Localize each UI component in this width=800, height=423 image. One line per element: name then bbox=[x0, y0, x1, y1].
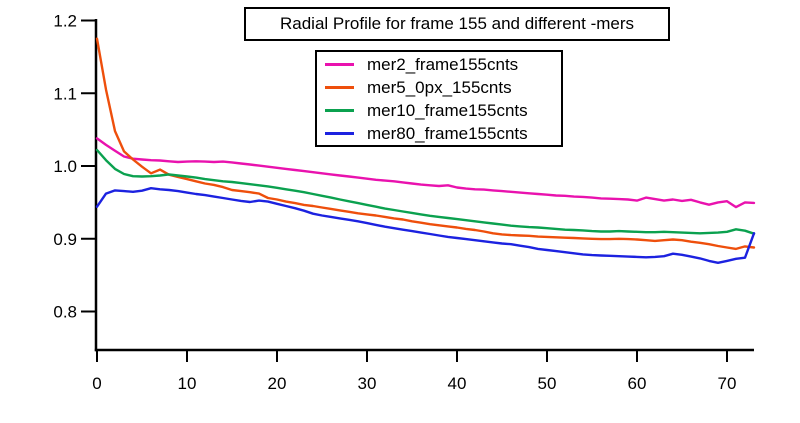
series-line-mer5_0px_155cnts bbox=[95, 37, 756, 251]
legend-swatch-mer5 bbox=[325, 85, 354, 89]
legend-swatch-mer80 bbox=[325, 131, 354, 135]
series-line-mer2_frame155cnts bbox=[95, 137, 756, 209]
x-tick-label: 20 bbox=[268, 374, 287, 393]
series-line-mer10_frame155cnts bbox=[95, 148, 756, 235]
x-tick-label: 40 bbox=[448, 374, 467, 393]
y-tick-label: 1.0 bbox=[53, 157, 77, 176]
x-tick-label: 30 bbox=[358, 374, 377, 393]
x-tick-label: 10 bbox=[178, 374, 197, 393]
legend-item: mer5_0px_155cnts bbox=[317, 76, 561, 99]
legend-swatch-mer10 bbox=[325, 108, 354, 112]
y-tick-label: 1.1 bbox=[53, 84, 77, 103]
legend-label: mer5_0px_155cnts bbox=[367, 77, 512, 97]
legend-label: mer80_frame155cnts bbox=[367, 123, 528, 143]
x-tick-label: 50 bbox=[538, 374, 557, 393]
legend-swatch-mer2 bbox=[325, 62, 354, 66]
series-line-mer80_frame155cnts bbox=[95, 186, 756, 264]
chart-title-box: Radial Profile for frame 155 and differe… bbox=[244, 7, 670, 41]
legend-item: mer80_frame155cnts bbox=[317, 122, 561, 145]
chart-title: Radial Profile for frame 155 and differe… bbox=[279, 14, 635, 33]
legend-label: mer2_frame155cnts bbox=[367, 54, 519, 74]
legend-item: mer2_frame155cnts bbox=[317, 53, 561, 76]
y-tick-label: 1.2 bbox=[53, 12, 77, 31]
y-tick-label: 0.8 bbox=[53, 303, 77, 322]
x-tick-label: 70 bbox=[718, 374, 737, 393]
legend-item: mer10_frame155cnts bbox=[317, 99, 561, 122]
legend-label: mer10_frame155cnts bbox=[367, 100, 528, 120]
x-tick-label: 0 bbox=[92, 374, 101, 393]
x-tick-label: 60 bbox=[628, 374, 647, 393]
y-tick-label: 0.9 bbox=[53, 230, 77, 249]
legend: mer2_frame155cnts mer5_0px_155cnts mer10… bbox=[315, 50, 563, 147]
